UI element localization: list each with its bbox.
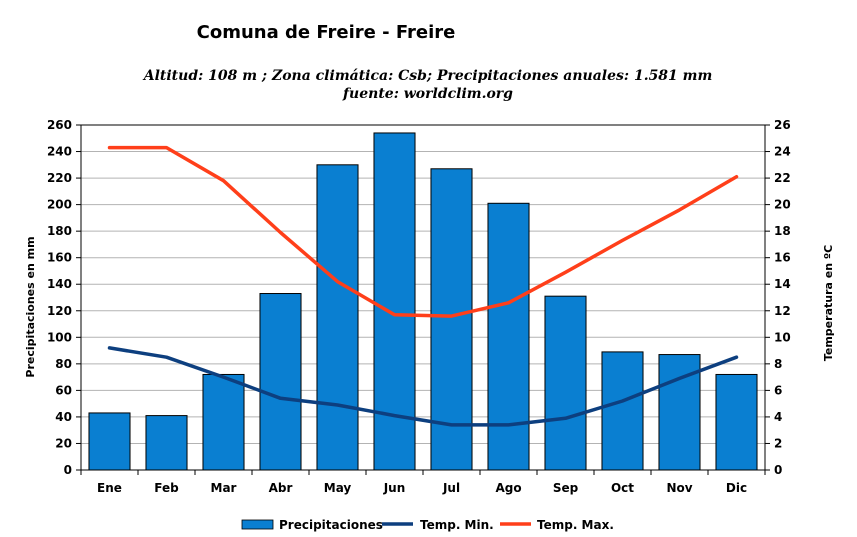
- gridlines: [81, 151, 765, 444]
- bar-precipitaciones: [601, 351, 644, 471]
- left-axis-ticks: 0 20 40 60 80 100 120 140 160 180 200 220 240 260: [47, 118, 81, 477]
- y2-tick-label: 24: [774, 145, 791, 159]
- y-tick-label: 240: [47, 145, 72, 159]
- x-tick-label: Sep: [553, 481, 579, 495]
- y-tick-label: 60: [55, 383, 72, 397]
- chart-subtitle: Altitud: 108 m ; Zona climática: Csb; Pr…: [142, 68, 713, 84]
- chart-title: Comuna de Freire - Freire: [197, 22, 456, 43]
- legend-label-precipitaciones: Precipitaciones: [279, 518, 383, 532]
- bar-precipitaciones: [715, 373, 758, 471]
- y-tick-label: 120: [47, 304, 72, 318]
- y-tick-label: 100: [47, 330, 72, 344]
- y2-tick-label: 6: [774, 383, 782, 397]
- x-tick-label: Ago: [495, 481, 521, 495]
- legend-label-temp-min: Temp. Min.: [420, 518, 494, 532]
- precip-bars: [88, 132, 758, 471]
- x-axis-ticks: Ene Feb Mar Abr May Jun Jul Ago Sep Oct Nov Dic: [80, 470, 766, 495]
- y-tick-label: 200: [47, 198, 72, 212]
- y2-tick-label: 18: [774, 224, 791, 238]
- bar-precipitaciones: [145, 415, 188, 471]
- y-tick-label: 160: [47, 251, 72, 265]
- chart-source: fuente: worldclim.org: [342, 86, 513, 102]
- y2-axis-label: Temperatura en ºC: [822, 245, 835, 361]
- bar-precipitaciones: [316, 164, 359, 471]
- y2-tick-label: 20: [774, 198, 791, 212]
- y-tick-label: 0: [64, 463, 72, 477]
- x-tick-label: Ene: [97, 481, 122, 495]
- bar-precipitaciones: [544, 295, 587, 471]
- y-tick-label: 260: [47, 118, 72, 132]
- y2-tick-label: 2: [774, 436, 782, 450]
- y2-tick-label: 10: [774, 330, 791, 344]
- x-tick-label: Mar: [211, 481, 237, 495]
- bar-precipitaciones: [88, 412, 131, 471]
- legend-swatch-precipitaciones: [241, 519, 274, 530]
- y-tick-label: 180: [47, 224, 72, 238]
- y2-tick-label: 0: [774, 463, 782, 477]
- y2-tick-label: 26: [774, 118, 791, 132]
- y-tick-label: 80: [55, 357, 72, 371]
- y2-tick-label: 4: [774, 410, 782, 424]
- y2-tick-label: 16: [774, 251, 791, 265]
- line-temp-min: [107, 346, 739, 427]
- bar-precipitaciones: [202, 373, 245, 471]
- y2-tick-label: 22: [774, 171, 791, 185]
- x-tick-label: Feb: [154, 481, 179, 495]
- y2-tick-label: 8: [774, 357, 782, 371]
- legend-label-temp-max: Temp. Max.: [537, 518, 614, 532]
- bar-precipitaciones: [259, 293, 302, 471]
- legend: Precipitaciones Temp. Min. Temp. Max.: [241, 518, 614, 532]
- temp-lines: [107, 145, 739, 427]
- bar-precipitaciones: [430, 168, 473, 471]
- x-tick-label: Dic: [726, 481, 747, 495]
- x-tick-label: Oct: [611, 481, 634, 495]
- y2-tick-label: 12: [774, 304, 791, 318]
- y-tick-label: 20: [55, 436, 72, 450]
- y-axis-label: Precipitaciones en mm: [24, 236, 37, 377]
- x-tick-label: Nov: [666, 481, 692, 495]
- y-tick-label: 40: [55, 410, 72, 424]
- y-tick-label: 140: [47, 277, 72, 291]
- x-tick-label: Abr: [269, 481, 293, 495]
- x-tick-label: May: [324, 481, 352, 495]
- y2-tick-label: 14: [774, 277, 791, 291]
- bar-precipitaciones: [487, 202, 530, 471]
- x-tick-label: Jun: [383, 481, 406, 495]
- x-tick-label: Jul: [442, 481, 460, 495]
- line-temp-max: [107, 145, 739, 318]
- y-tick-label: 220: [47, 171, 72, 185]
